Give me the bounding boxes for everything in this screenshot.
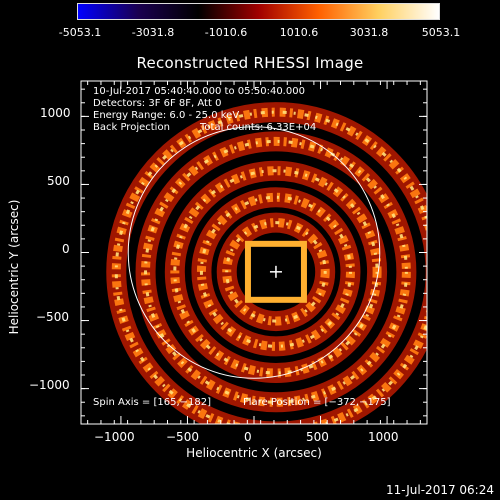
detectors-text: Detectors: 3F 6F 8F, Att 0 bbox=[93, 98, 222, 109]
heatmap-ring-peak bbox=[173, 169, 379, 375]
colorbar-tick-label: 3031.8 bbox=[349, 26, 389, 39]
heatmap-center-block bbox=[244, 240, 307, 303]
y-tick-label: −1000 bbox=[29, 378, 70, 392]
flare-position-text: Flare Position = [−372,−175] bbox=[243, 397, 391, 408]
spin-axis-text: Spin Axis = [165,−182] bbox=[93, 397, 212, 408]
heatmap-ring-peak bbox=[144, 139, 408, 404]
heatmap-image bbox=[106, 102, 427, 424]
total-counts-text: Total counts: 6.33E+04 bbox=[200, 122, 317, 133]
y-tick-label: 500 bbox=[47, 174, 70, 188]
method-text: Back Projection bbox=[93, 122, 170, 133]
y-axis-label: Heliocentric Y (arcsec) bbox=[7, 199, 21, 335]
solar-limb bbox=[127, 126, 381, 379]
colorbar-tick-label: -1010.6 bbox=[204, 26, 248, 39]
solar-limb-circle bbox=[127, 126, 381, 379]
x-tick-label: −1000 bbox=[94, 430, 135, 444]
cross-marker bbox=[269, 265, 282, 278]
y-tick-label: 0 bbox=[62, 242, 70, 256]
heatmap-ring-peak bbox=[225, 221, 327, 323]
x-axis-label: Heliocentric X (arcsec) bbox=[186, 446, 322, 460]
x-tick-label: 500 bbox=[306, 430, 329, 444]
x-tick-label: 0 bbox=[244, 430, 252, 444]
x-tick-label: −500 bbox=[166, 430, 199, 444]
timestamp: 11-Jul-2017 06:24 bbox=[385, 483, 494, 497]
y-tick-label: 1000 bbox=[40, 106, 71, 120]
heatmap-ring-peak bbox=[199, 195, 352, 348]
axes-ticks bbox=[81, 81, 427, 424]
time-range-text: 10-Jul-2017 05:40:40.000 to 05:50:40.000 bbox=[93, 86, 305, 97]
heatmap-ring bbox=[106, 102, 427, 424]
x-tick-label: 1000 bbox=[368, 430, 399, 444]
chart-title: Reconstructed RHESSI Image bbox=[136, 54, 364, 72]
colorbar-tick-label: -5053.1 bbox=[58, 26, 102, 39]
y-tick-label: −500 bbox=[36, 310, 69, 324]
colorbar-tick-label: 5053.1 bbox=[421, 26, 461, 39]
energy-range-text: Energy Range: 6.0 - 25.0 keV bbox=[93, 110, 240, 121]
colorbar-tick-label: 1010.6 bbox=[279, 26, 319, 39]
colorbar-tick-label: -3031.8 bbox=[131, 26, 175, 39]
colorbar bbox=[77, 3, 440, 20]
